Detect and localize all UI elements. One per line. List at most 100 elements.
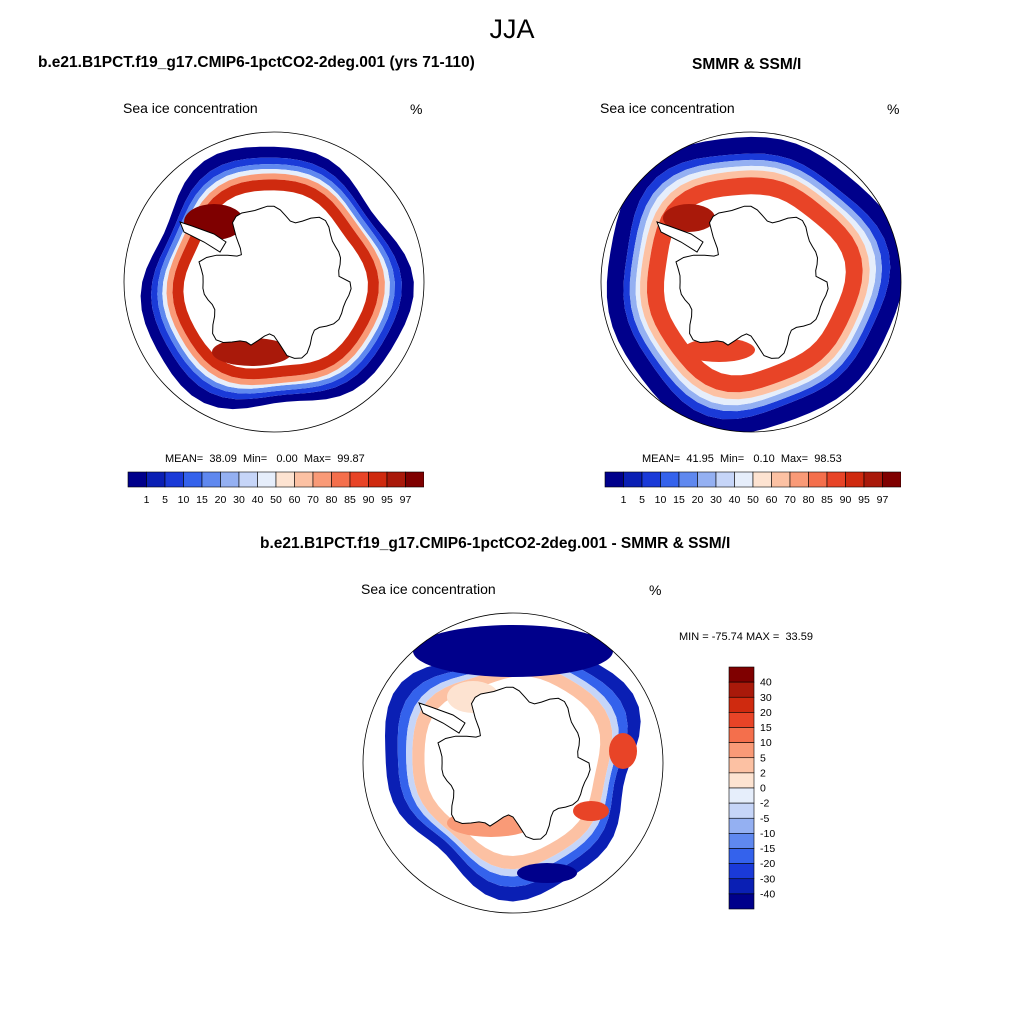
right-units-label: % [887, 101, 900, 117]
diff-units-label: % [649, 582, 662, 598]
colorbar-diff-swatch [728, 893, 755, 910]
left-mean-value: 38.09 [209, 453, 237, 465]
map-diff [362, 612, 664, 914]
cbar-left-tick-label: 10 [178, 494, 190, 506]
map-diff-map-boundary [362, 612, 664, 914]
colorbar-diff-tick-label: -20 [760, 858, 775, 870]
right-min-label: Min= [720, 453, 745, 465]
map-diff-ice-patch-5 [517, 863, 577, 883]
right-variable-label: Sea ice concentration [600, 100, 735, 116]
colorbar-diff-tick-label: 0 [760, 783, 766, 795]
cbar-right-tick-label: 15 [673, 494, 685, 506]
colorbar-diff-swatch [728, 817, 755, 834]
cbar-left-tick-label: 90 [363, 494, 375, 506]
map-left-map-boundary [123, 131, 425, 433]
cbar-left-swatch [220, 471, 240, 488]
right-stats: MEAN= 41.95 Min= 0.10 Max= 98.53 [642, 453, 842, 465]
colorbar-diff-swatch [728, 848, 755, 864]
colorbar-diff-tick-label: 40 [760, 677, 772, 689]
map-diff-ice-patch-3 [609, 733, 637, 769]
left-stats: MEAN= 38.09 Min= 0.00 Max= 99.87 [165, 453, 365, 465]
colorbar-diff-tick-label: -5 [760, 813, 769, 825]
cbar-right-swatch [808, 471, 828, 488]
diff-variable-label: Sea ice concentration [361, 581, 496, 597]
cbar-right-tick-label: 10 [655, 494, 667, 506]
colorbar-diff-swatch [728, 833, 755, 849]
cbar-left-tick-label: 5 [162, 494, 168, 506]
colorbar-diff-swatch [728, 681, 755, 698]
colorbar-right: 1 5 10 15 20 30 40 50 60 70 80 85 90 95 97 [604, 471, 901, 506]
colorbar-diff-tick-label: -2 [760, 798, 769, 810]
cbar-right-tick-label: 60 [766, 494, 778, 506]
cbar-right-tick-label: 20 [692, 494, 704, 506]
cbar-right-swatch [697, 471, 717, 488]
colorbar-diff-swatch [728, 696, 755, 713]
cbar-left-swatch [238, 471, 258, 488]
cbar-left-tick-label: 95 [381, 494, 393, 506]
cbar-left-tick-label: 80 [326, 494, 338, 506]
cbar-left-swatch [127, 471, 147, 488]
cbar-left-tick-label: 1 [144, 494, 150, 506]
map-right-field [606, 136, 901, 432]
cbar-right-swatch [752, 471, 772, 488]
map-right-map-boundary [600, 131, 902, 433]
map-left-ice-patch-1 [212, 338, 292, 366]
cbar-left-swatch [368, 471, 388, 488]
cbar-left-tick-label: 50 [270, 494, 282, 506]
cbar-right-tick-label: 80 [803, 494, 815, 506]
colorbar-diff-tick-label: 5 [760, 752, 766, 764]
colorbar-diff-tick-label: -30 [760, 873, 775, 885]
cbar-left-tick-label: 60 [289, 494, 301, 506]
colorbar-diff-swatch [728, 772, 755, 789]
colorbar-diff-swatch [728, 727, 755, 743]
colorbar-diff-tick-label: -10 [760, 828, 775, 840]
right-max-value: 98.53 [814, 453, 842, 465]
cbar-right-swatch [771, 471, 791, 488]
cbar-right-swatch [623, 471, 643, 488]
cbar-left-swatch [312, 471, 332, 488]
left-min-value: 0.00 [276, 453, 298, 465]
map-right-ice-patch-1 [683, 338, 755, 362]
cbar-right-tick-label: 30 [710, 494, 722, 506]
cbar-right-tick-label: 95 [858, 494, 870, 506]
colorbar-diff-tick-label: 2 [760, 767, 766, 779]
cbar-left-tick-label: 20 [215, 494, 227, 506]
left-mean-label: MEAN= [165, 453, 204, 465]
map-diff-ice-patch-4 [573, 801, 609, 821]
cbar-right-swatch [789, 471, 809, 488]
cbar-right-swatch [604, 471, 624, 488]
cbar-left-swatch [386, 471, 406, 488]
colorbar-diff-swatch [728, 742, 755, 759]
map-right-ice-patch-0 [663, 204, 715, 232]
cbar-left-swatch [294, 471, 314, 488]
cbar-left-tick-label: 97 [400, 494, 412, 506]
cbar-left-swatch [405, 471, 424, 488]
cbar-left-swatch [146, 471, 166, 488]
colorbar-diff-tick-label: 15 [760, 722, 772, 734]
cbar-right-swatch [845, 471, 865, 488]
map-right-antarctica-coastline [656, 205, 829, 359]
colorbar-diff-swatch [728, 666, 755, 683]
cbar-left-tick-label: 30 [233, 494, 245, 506]
colorbar-diff-swatch [728, 802, 755, 819]
cbar-right-tick-label: 1 [621, 494, 627, 506]
left-min-label: Min= [243, 453, 268, 465]
right-mean-label: MEAN= [642, 453, 681, 465]
colorbar-diff-swatch [728, 757, 755, 774]
cbar-right-swatch [660, 471, 680, 488]
cbar-right-tick-label: 90 [840, 494, 852, 506]
colorbar-diff-tick-label: 10 [760, 737, 772, 749]
map-diff-field [385, 625, 641, 902]
colorbar-diff-swatch [728, 863, 755, 880]
left-variable-label: Sea ice concentration [123, 100, 258, 116]
diff-min-label: MIN = [679, 631, 709, 643]
left-max-label: Max= [303, 453, 332, 465]
cbar-right-tick-label: 97 [877, 494, 889, 506]
cbar-left-tick-label: 15 [196, 494, 208, 506]
cbar-right-swatch [641, 471, 661, 488]
panel-right-title: SMMR & SSM/I [692, 56, 802, 73]
cbar-right-tick-label: 70 [784, 494, 796, 506]
cbar-right-swatch [882, 471, 901, 488]
cbar-left-swatch [164, 471, 184, 488]
